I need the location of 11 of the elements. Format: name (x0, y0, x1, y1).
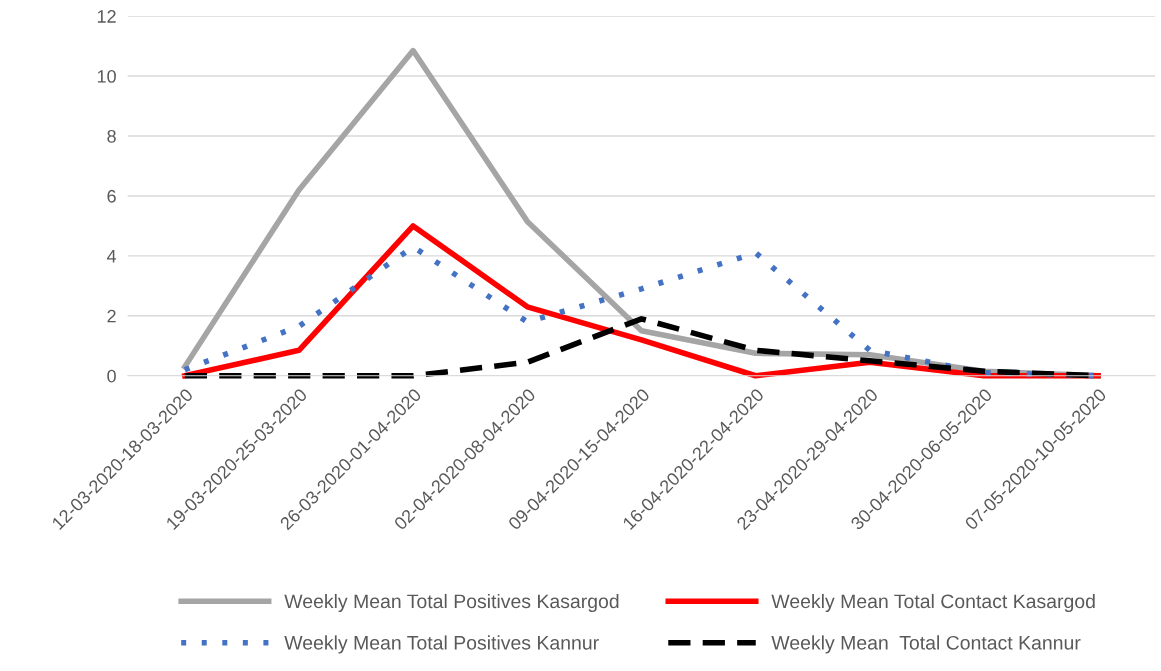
y-tick-label: 0 (107, 369, 116, 383)
y-tick-label: 4 (106, 250, 117, 263)
legend-label: Weekly Mean Total Contact Kasargod (771, 593, 1095, 613)
y-tick-label: 8 (107, 129, 116, 143)
y-tick-label: 10 (97, 69, 116, 83)
legend-label: Weekly Mean Total Contact Kannur (771, 635, 1081, 654)
y-tick-label: 12 (97, 10, 116, 23)
legend-label: Weekly Mean Total Positives Kasargod (284, 593, 619, 613)
y-tick-label: 6 (107, 189, 116, 203)
legend-label: Weekly Mean Total Positives Kannur (284, 635, 599, 654)
y-tick-label: 2 (107, 309, 116, 323)
